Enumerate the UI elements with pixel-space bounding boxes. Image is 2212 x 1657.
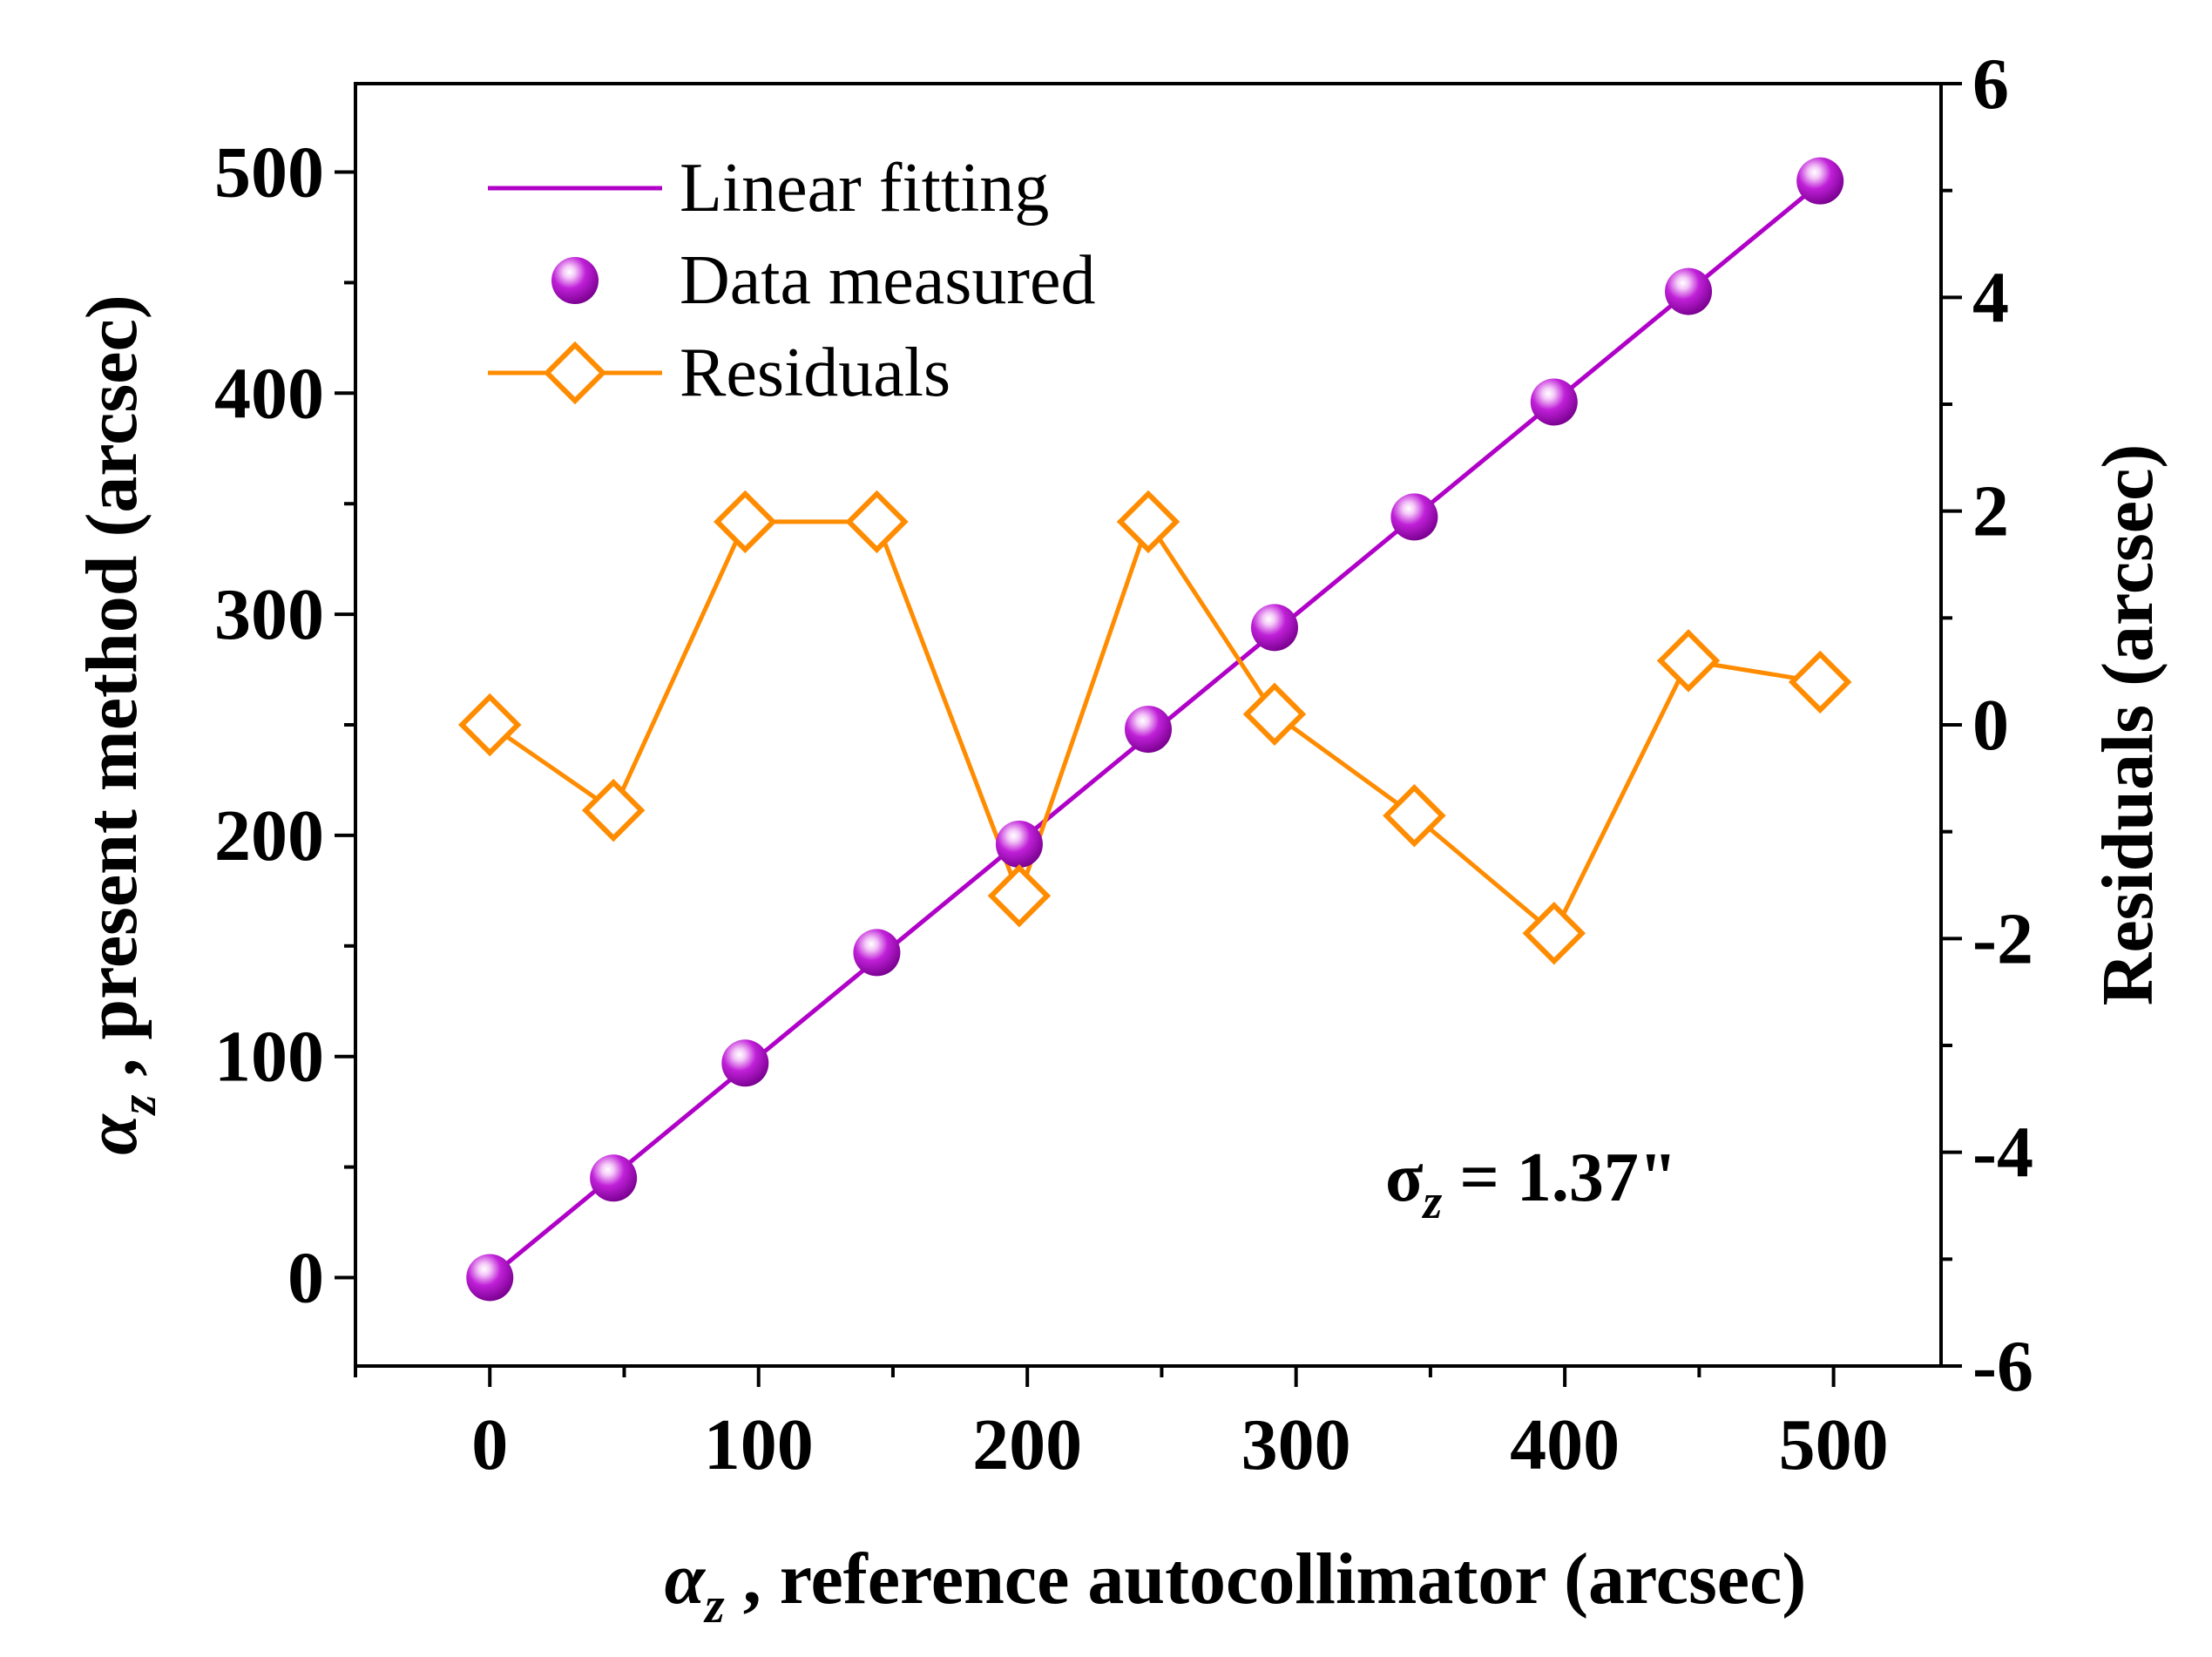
- x-tick-label: 300: [1241, 1404, 1351, 1485]
- legend-data-measured-swatch: [551, 257, 599, 304]
- y-right-axis-title: Residuals (arcsec): [2087, 444, 2168, 1006]
- y-left-tick-label: 100: [214, 1017, 324, 1098]
- y-left-tick-label: 500: [214, 132, 324, 213]
- legend-residuals-swatch-marker: [543, 341, 607, 405]
- x-tick-label: 0: [471, 1404, 508, 1485]
- y-right-tick-label: 0: [1972, 685, 2009, 766]
- data-measured-point: [1796, 157, 1844, 205]
- data-measured-point: [466, 1254, 514, 1302]
- x-axis-title-text: , reference autocollimator (arcsec): [725, 1539, 1807, 1620]
- axes: 0 100 200 300 400 500 0 100 200 300 400 500 -6 -4 -2 0 2…: [71, 44, 2168, 1633]
- data-measured-point: [1530, 378, 1578, 426]
- sigma-annotation: σz = 1.37": [1385, 1140, 1677, 1229]
- data-measured-point: [995, 821, 1043, 869]
- residual-point: [987, 864, 1052, 928]
- sigma-annotation-text: = 1.37": [1442, 1140, 1677, 1216]
- legend-residuals-label: Residuals: [680, 335, 950, 411]
- data-measured-point: [853, 929, 901, 977]
- legend-data-measured-label: Data measured: [680, 242, 1096, 319]
- y-left-axis-title-text: , present method (arcsec): [71, 294, 152, 1094]
- data-measured-point: [1665, 267, 1713, 315]
- data-measured-point: [721, 1039, 769, 1087]
- residual-point: [1383, 784, 1446, 848]
- y-right-tick-label: 4: [1972, 257, 2009, 338]
- y-left-tick-label: 300: [214, 574, 324, 655]
- residual-point: [581, 778, 646, 842]
- y-left-axis-title: αz , present method (arcsec): [71, 294, 166, 1154]
- y-right-tick-label: -4: [1972, 1113, 2033, 1194]
- residual-point: [1242, 682, 1307, 746]
- sigma-annotation-symbol: σ: [1385, 1140, 1424, 1216]
- data-measured-point: [1390, 493, 1438, 541]
- data-marks: [457, 157, 1852, 1302]
- y-left-tick-label: 0: [287, 1237, 324, 1318]
- residual-point: [1116, 490, 1180, 554]
- x-tick-label: 200: [972, 1404, 1082, 1485]
- residual-point: [457, 693, 522, 757]
- y-right-tick-label: 6: [1972, 44, 2009, 125]
- x-axis-title-subscript: z: [703, 1577, 725, 1633]
- x-tick-label: 400: [1510, 1404, 1620, 1485]
- y-left-axis-title-symbol: α: [71, 1113, 152, 1155]
- residual-point: [714, 490, 777, 554]
- y-left-tick-label: 200: [214, 795, 324, 876]
- x-tick-label: 100: [704, 1404, 814, 1485]
- x-tick-label: 500: [1779, 1404, 1889, 1485]
- residual-point: [845, 490, 909, 554]
- residual-point: [1656, 629, 1721, 693]
- x-axis-title: αz , reference autocollimator (arcsec): [665, 1539, 1807, 1633]
- legend-linear-fitting-label: Linear fitting: [680, 150, 1049, 227]
- residual-point: [1788, 650, 1852, 714]
- y-left-tick-label: 400: [214, 353, 324, 434]
- annotation: σz = 1.37": [1385, 1140, 1677, 1229]
- legend: Linear fitting Data measured Residuals: [488, 150, 1096, 411]
- y-right-tick-label: -2: [1972, 898, 2033, 979]
- data-measured-point: [1250, 604, 1298, 652]
- data-measured-point: [590, 1154, 638, 1202]
- y-left-axis-title-subscript: z: [110, 1094, 166, 1116]
- y-right-tick-label: -6: [1972, 1326, 2033, 1407]
- data-measured-point: [1125, 706, 1172, 754]
- sigma-annotation-subscript: z: [1422, 1175, 1443, 1229]
- y-right-tick-label: 2: [1972, 471, 2009, 552]
- x-axis-title-symbol: α: [665, 1539, 707, 1620]
- residual-point: [1522, 901, 1586, 965]
